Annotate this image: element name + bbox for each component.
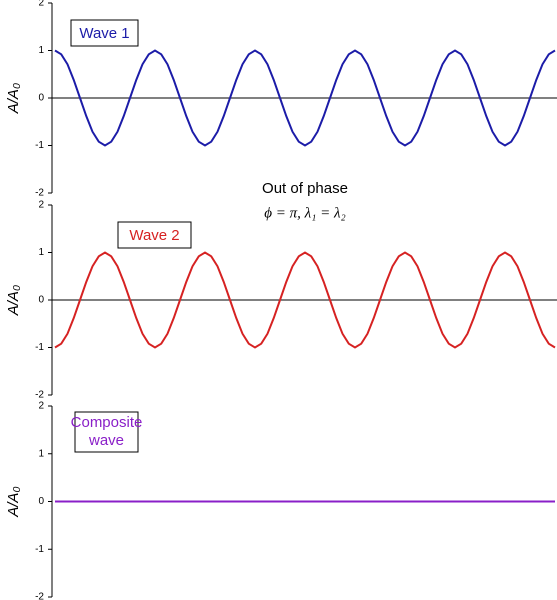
y-tick-label: -1 xyxy=(35,342,44,353)
y-axis-label: A/A₀ xyxy=(5,83,22,115)
y-tick-label: 1 xyxy=(38,448,44,459)
legend-label: wave xyxy=(88,432,124,449)
y-tick-label: 0 xyxy=(38,93,44,104)
y-tick-label: -1 xyxy=(35,140,44,151)
y-tick-label: -2 xyxy=(35,390,44,401)
annotation: ϕ = π, λ₁ = λ₂ xyxy=(264,205,345,221)
legend-label: Composite xyxy=(71,414,143,431)
y-tick-label: 1 xyxy=(38,45,44,56)
legend-label: Wave 2 xyxy=(129,227,179,244)
y-axis-label: A/A₀ xyxy=(5,285,22,317)
wave-line xyxy=(54,49,556,147)
wave-line xyxy=(54,251,556,349)
y-tick-label: 2 xyxy=(38,401,44,412)
y-tick-label: 0 xyxy=(38,295,44,306)
y-tick-label: 2 xyxy=(38,200,44,211)
legend-box xyxy=(117,221,192,249)
annotation: Out of phase xyxy=(262,180,348,197)
y-tick-label: 2 xyxy=(38,0,44,9)
y-tick-label: -2 xyxy=(35,188,44,199)
legend-label: Wave 1 xyxy=(79,25,129,42)
y-tick-label: 0 xyxy=(38,496,44,507)
y-axis-label: A/A₀ xyxy=(5,486,22,518)
y-tick-label: -1 xyxy=(35,544,44,555)
legend-box xyxy=(74,411,139,453)
y-tick-label: 1 xyxy=(38,247,44,258)
legend-box xyxy=(70,19,139,47)
y-tick-label: -2 xyxy=(35,592,44,600)
